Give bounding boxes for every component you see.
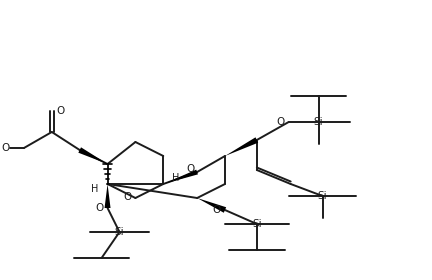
Text: O: O bbox=[123, 192, 131, 202]
Text: Si: Si bbox=[114, 227, 124, 237]
Polygon shape bbox=[105, 184, 111, 208]
Text: Si: Si bbox=[314, 117, 324, 127]
Text: H: H bbox=[91, 184, 98, 194]
Polygon shape bbox=[197, 198, 226, 213]
Text: Si: Si bbox=[252, 219, 262, 229]
Polygon shape bbox=[225, 137, 258, 156]
Text: O: O bbox=[57, 106, 65, 116]
Text: O: O bbox=[213, 205, 221, 215]
Text: O: O bbox=[276, 117, 285, 127]
Text: Si: Si bbox=[318, 191, 327, 201]
Text: H: H bbox=[172, 173, 180, 183]
Text: O: O bbox=[2, 143, 10, 153]
Polygon shape bbox=[78, 147, 108, 164]
Polygon shape bbox=[163, 170, 198, 184]
Text: O: O bbox=[95, 203, 104, 213]
Text: O: O bbox=[186, 164, 194, 174]
